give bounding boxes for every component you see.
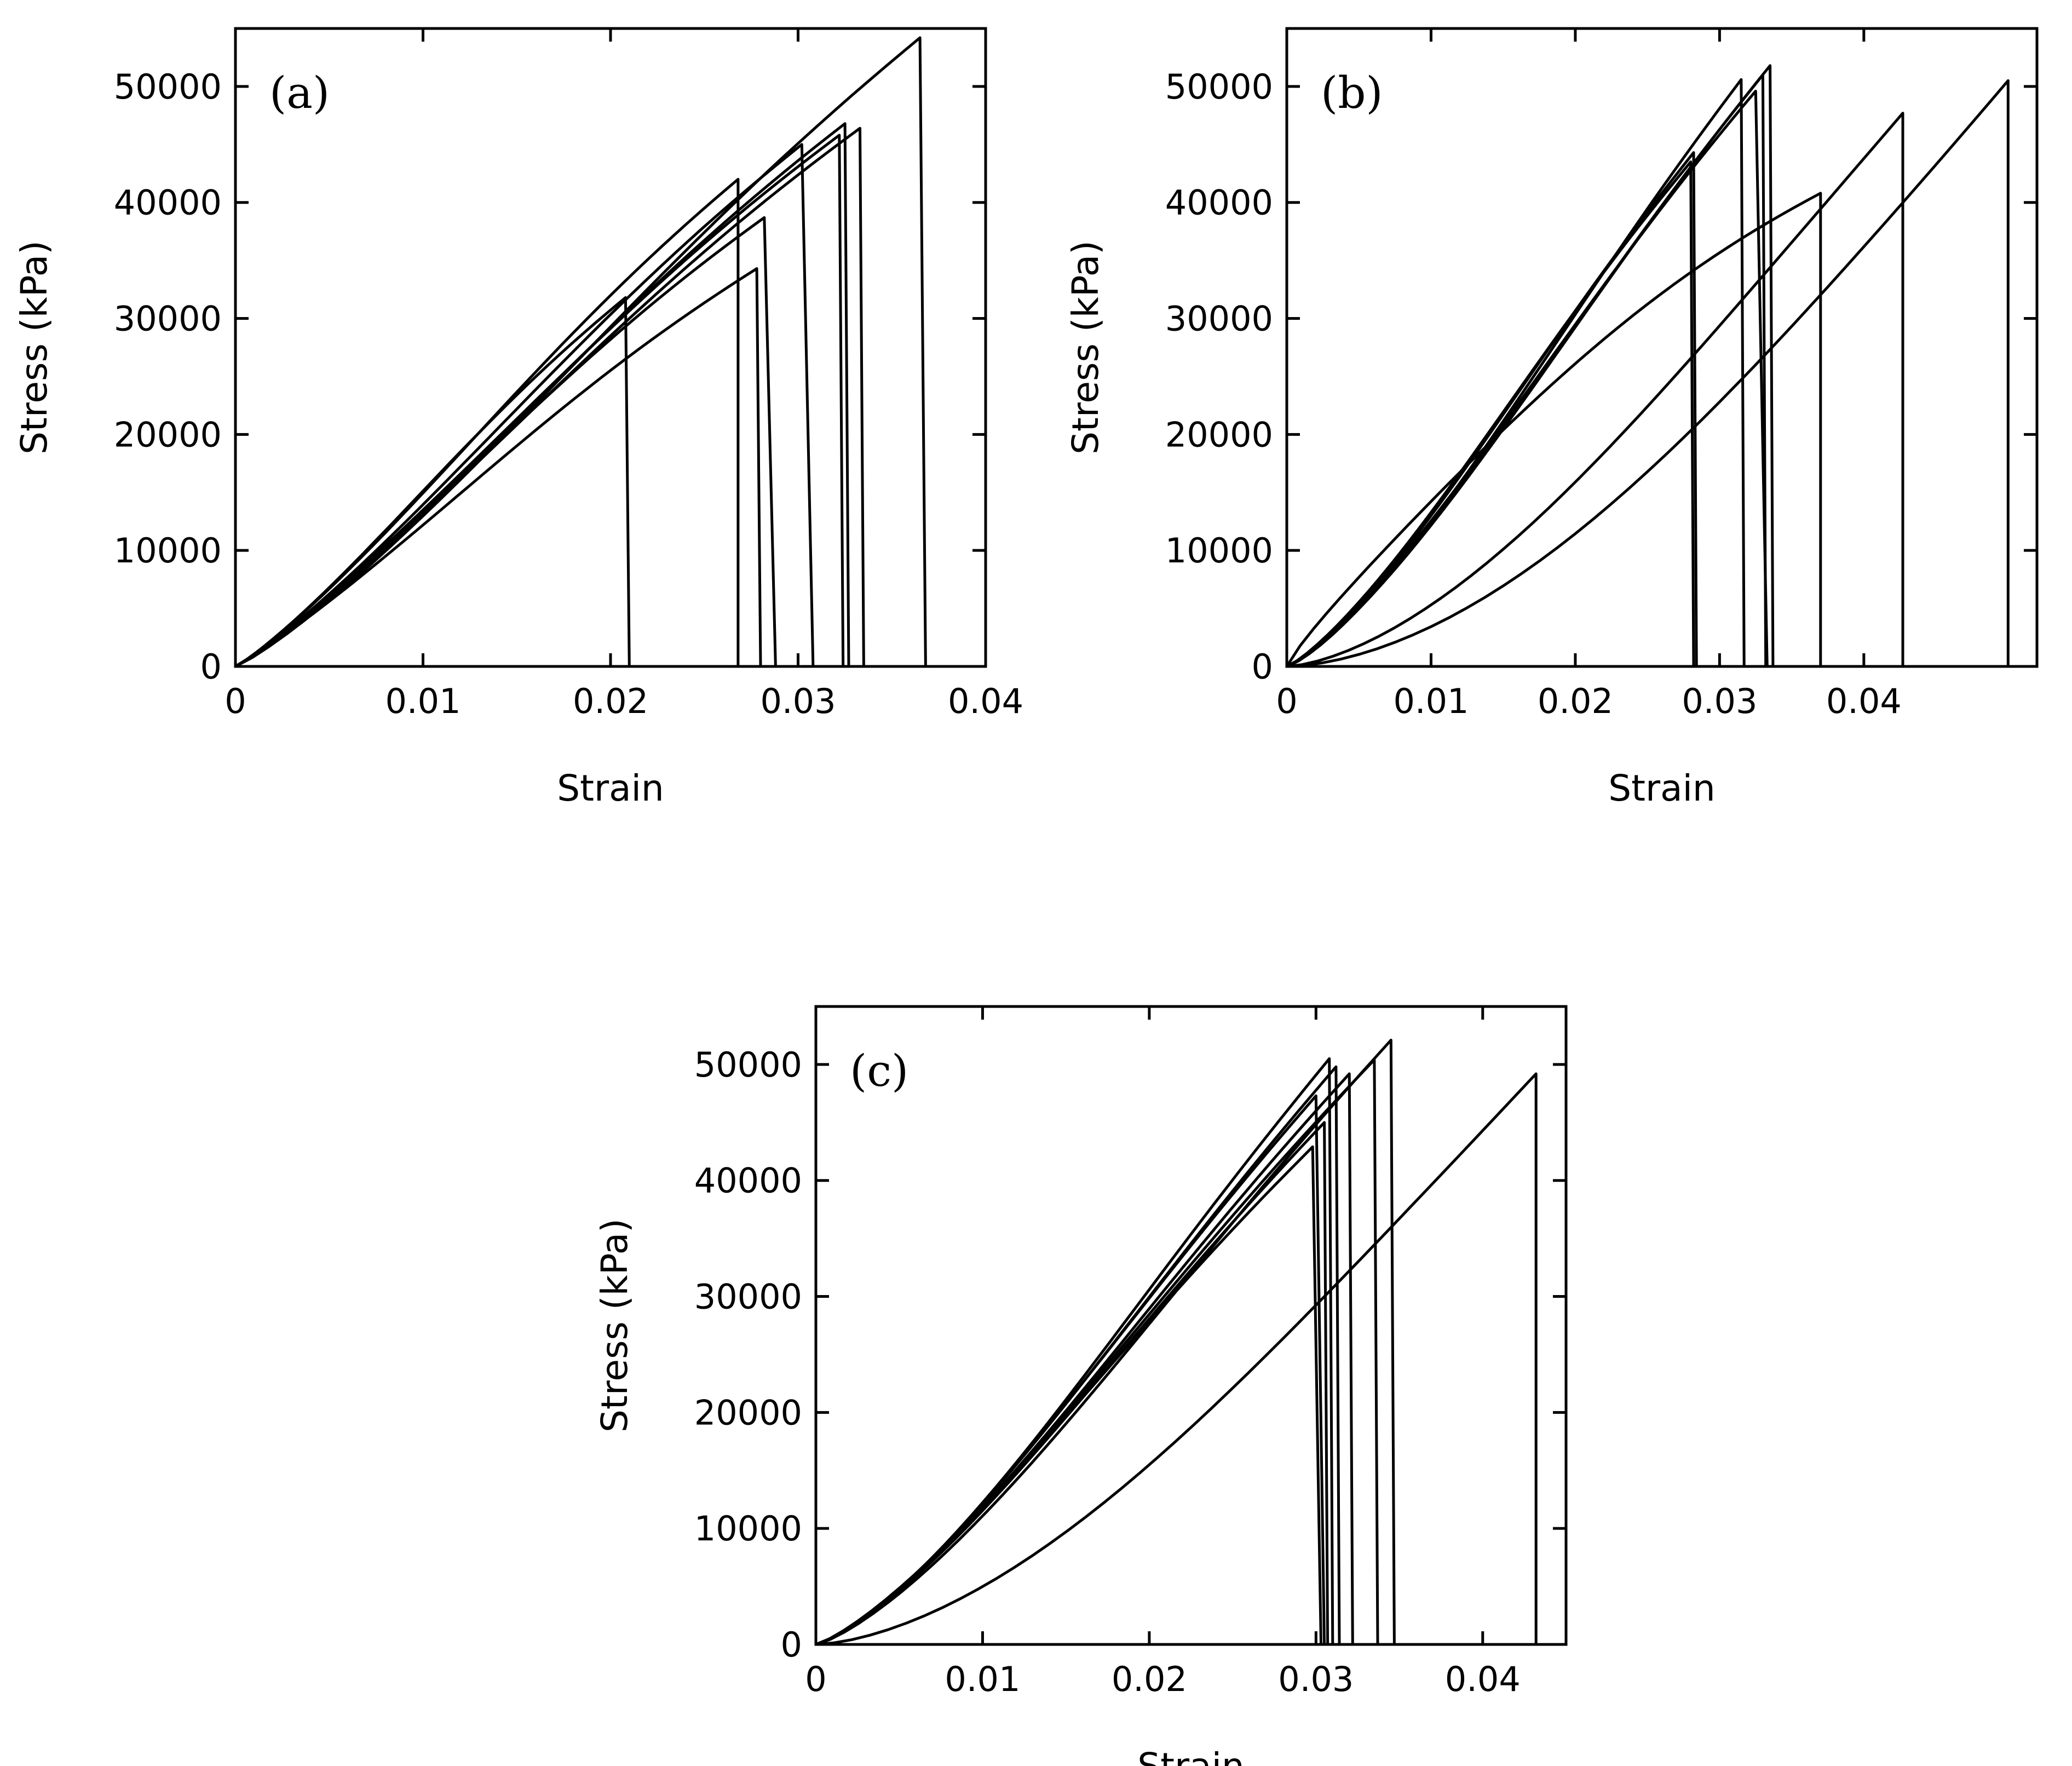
series-line — [814, 1038, 1396, 1646]
series-line — [814, 1057, 1334, 1646]
panel-b: 0 0.01 0.02 0.03 0.04 0 10000 20000 30000 40000 50… — [1064, 27, 2039, 809]
series-line — [814, 1072, 1354, 1646]
y-tick-label: 40000 — [114, 183, 222, 223]
panel-c: 0 0.01 0.02 0.03 0.04 0 10000 20000 30000 40000 50… — [594, 1005, 1568, 1766]
panel-label: (a) — [269, 67, 330, 118]
y-tick-label: 10000 — [114, 531, 222, 571]
x-axis-label: Strain — [557, 767, 664, 809]
x-tick-label: 0.02 — [1112, 1659, 1187, 1699]
x-tick-label: 0.03 — [1278, 1659, 1354, 1699]
y-tick-label: 0 — [781, 1625, 802, 1665]
y-tick-label: 0 — [1252, 647, 1273, 687]
series-line — [234, 177, 740, 668]
series-line — [814, 1065, 1341, 1646]
y-tick-label: 20000 — [1165, 415, 1273, 455]
series-line — [234, 36, 927, 668]
x-tick-label: 0.04 — [948, 681, 1023, 721]
series-line — [234, 216, 777, 668]
y-tick-label: 50000 — [1165, 67, 1273, 107]
series-line — [234, 143, 815, 668]
series-line — [1285, 192, 1822, 668]
series-line — [1285, 160, 1695, 668]
x-tick-label: 0.01 — [945, 1659, 1020, 1699]
y-tick-label: 40000 — [1165, 183, 1273, 223]
x-tick-label: 0.03 — [760, 681, 836, 721]
x-tick-label: 0.01 — [1393, 681, 1469, 721]
y-axis-label: Stress (kPa) — [1064, 240, 1107, 455]
panel-label: (c) — [850, 1045, 908, 1096]
y-tick-label: 30000 — [114, 299, 222, 339]
series-line — [1285, 78, 1746, 668]
x-axis-label: Strain — [1137, 1745, 1245, 1766]
x-tick-label: 0 — [1276, 681, 1297, 721]
x-tick-label: 0.01 — [385, 681, 461, 721]
plot-frame — [814, 1005, 1568, 1646]
y-tick-label: 30000 — [694, 1277, 802, 1317]
y-tick-label: 20000 — [114, 415, 222, 455]
x-tick-label: 0 — [225, 681, 246, 721]
series-line — [1285, 151, 1698, 668]
series-line — [814, 1072, 1538, 1646]
y-tick-label: 20000 — [694, 1393, 802, 1433]
y-tick-label: 30000 — [1165, 299, 1273, 339]
series-line — [814, 1121, 1329, 1646]
series-line — [814, 1058, 1379, 1646]
series-line — [1285, 79, 2010, 668]
y-tick-label: 0 — [200, 647, 222, 687]
x-tick-label: 0.03 — [1682, 681, 1757, 721]
series-line — [234, 296, 631, 668]
x-tick-label: 0.02 — [1538, 681, 1613, 721]
plot-frame — [1285, 27, 2039, 668]
y-axis-label: Stress (kPa) — [13, 240, 55, 455]
series-line — [814, 1094, 1326, 1646]
x-tick-label: 0 — [805, 1659, 826, 1699]
x-tick-label: 0.02 — [573, 681, 648, 721]
panel-label: (b) — [1321, 67, 1383, 118]
series-line — [814, 1145, 1322, 1646]
series-line — [234, 267, 762, 668]
series-line — [1285, 112, 1904, 668]
x-axis-label: Strain — [1608, 767, 1716, 809]
y-tick-label: 40000 — [694, 1161, 802, 1201]
x-tick-label: 0.04 — [1826, 681, 1902, 721]
y-tick-label: 50000 — [694, 1045, 802, 1085]
y-tick-label: 10000 — [694, 1509, 802, 1549]
y-axis-label: Stress (kPa) — [594, 1218, 636, 1433]
y-tick-label: 10000 — [1165, 531, 1273, 571]
y-tick-label: 50000 — [114, 67, 222, 107]
x-tick-label: 0.04 — [1445, 1659, 1521, 1699]
panel-a: 0 0.01 0.02 0.03 0.04 0 10000 20000 30000 40000 50… — [13, 27, 1023, 809]
